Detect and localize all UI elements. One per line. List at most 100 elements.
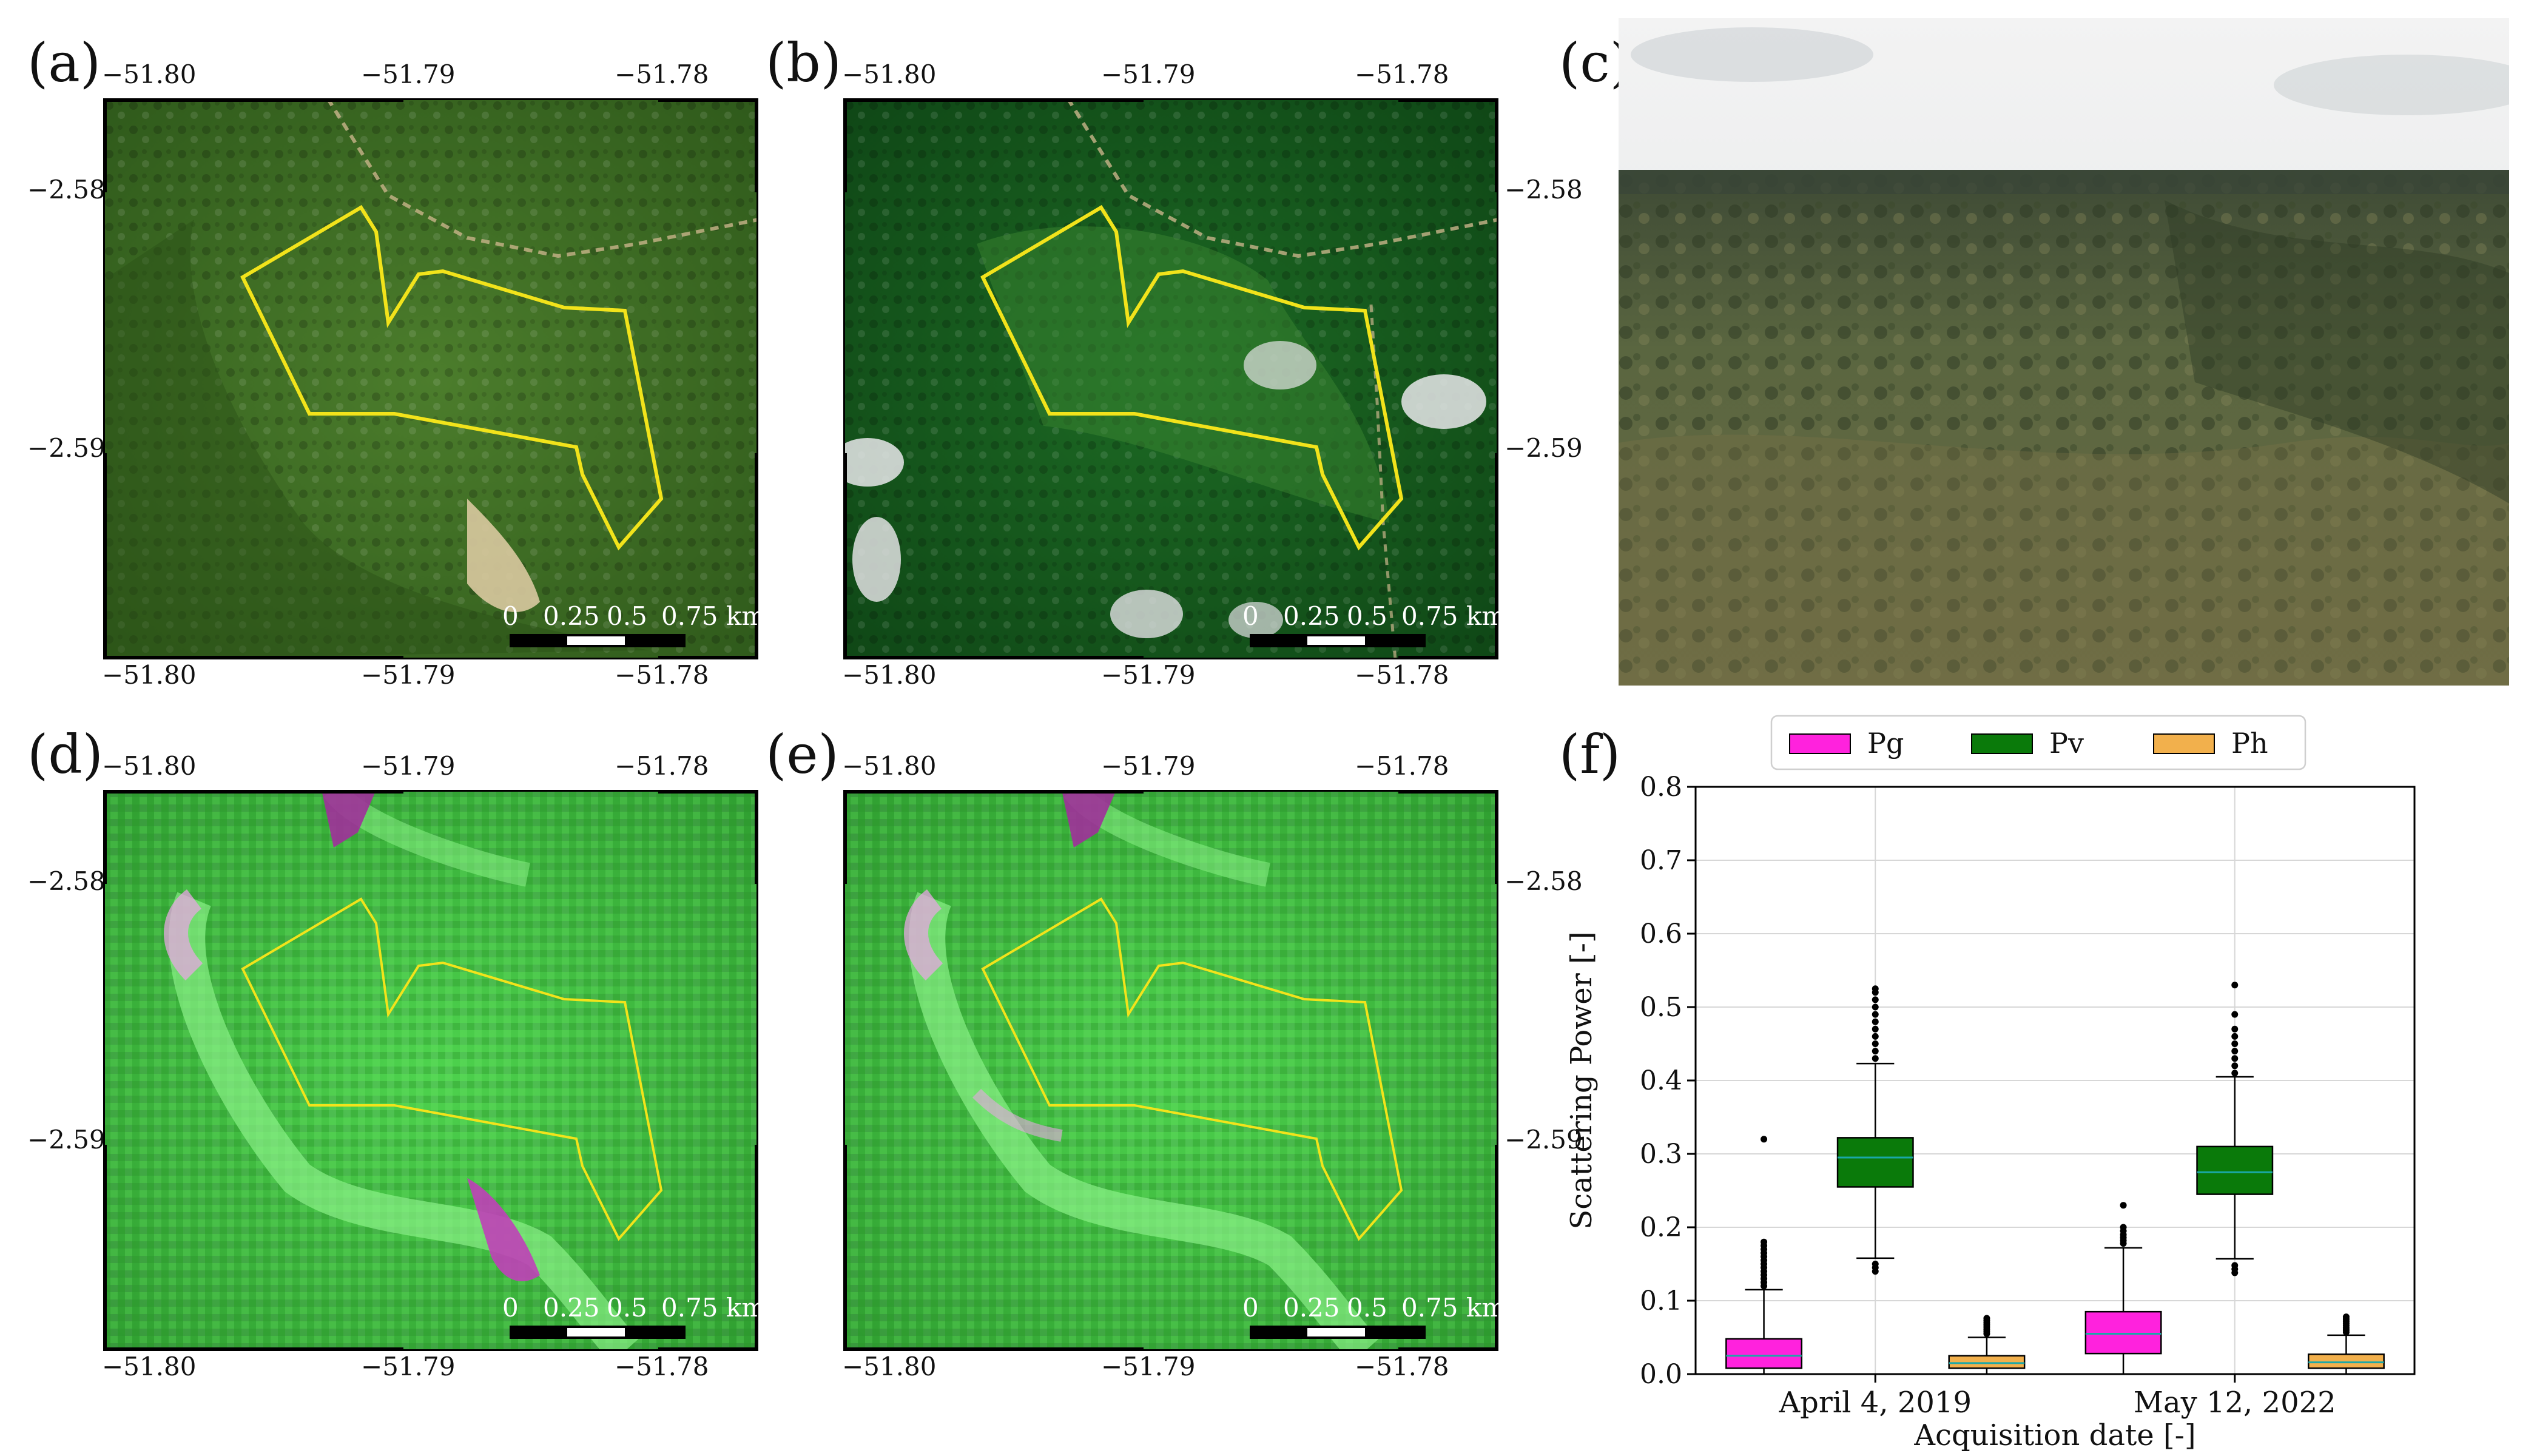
lat-tick-left: −2.58 [27, 175, 106, 204]
lon-tick-bottom: −51.80 [842, 1352, 937, 1381]
outlier-point [1872, 1011, 1879, 1018]
outlier-point [2231, 1055, 2239, 1062]
outlier-point [1872, 1033, 1879, 1040]
outlier-point [1872, 996, 1879, 1003]
scalebar-label: 0 [1242, 1293, 1259, 1323]
outlier-point [2231, 1048, 2239, 1055]
lon-tick-top: −51.79 [361, 751, 456, 781]
map-panel-b: −51.80 −51.79 −51.78 −51.80 −51.79 −51.7… [740, 0, 1583, 698]
legend-label-Pv: Pv [2049, 727, 2084, 760]
outlier-point [2231, 1062, 2239, 1070]
box-Pv [2196, 1145, 2274, 1195]
map-panel-d: −51.80 −51.79 −51.78 −51.80 −51.79 −51.7… [0, 692, 789, 1389]
scalebar-label: 0.75 km [661, 601, 766, 631]
sar-decomposition-2022 [843, 790, 1498, 1351]
lat-tick-right: −2.58 [1505, 866, 1583, 896]
panel-label-f: (f) [1559, 723, 1621, 786]
legend-swatch-Ph [2153, 733, 2215, 754]
lat-tick-left: −2.59 [27, 433, 106, 463]
box-Ph [1948, 1355, 2026, 1369]
box-Ph [2307, 1353, 2385, 1369]
lon-tick-top: −51.79 [1101, 59, 1196, 89]
y-tick-label: 0.8 [1640, 772, 1682, 803]
scalebar-label: 0.25 [543, 601, 600, 631]
lon-tick-top: −51.78 [615, 751, 709, 781]
y-tick-label: 0.7 [1640, 845, 1682, 876]
legend-label-Pg: Pg [1867, 727, 1904, 760]
lon-tick-top: −51.80 [102, 751, 197, 781]
scalebar-label: 0.75 km [1401, 601, 1506, 631]
scalebar-label: 0.25 [543, 1293, 600, 1323]
outlier-point [1761, 1238, 1768, 1245]
scale-bar [510, 1326, 686, 1339]
scalebar-label: 0.5 [607, 1293, 647, 1323]
lon-tick-bottom: −51.79 [1101, 1352, 1196, 1381]
outlier-point [2231, 982, 2239, 989]
lon-tick-bottom: −51.79 [361, 660, 456, 690]
box-Pg [2084, 1310, 2162, 1355]
field-photo [1619, 18, 2509, 686]
lon-tick-top: −51.78 [1355, 751, 1449, 781]
outlier-point [2231, 1033, 2239, 1040]
sentinel2-image-2022 [843, 98, 1498, 659]
legend-box [1770, 715, 2307, 770]
lon-tick-top: −51.79 [1101, 751, 1196, 781]
lon-tick-top: −51.80 [102, 59, 197, 89]
lat-tick-right: −2.59 [1505, 1125, 1583, 1154]
scalebar-label: 0.5 [607, 601, 647, 631]
map-panel-e: −51.80 −51.79 −51.78 −51.80 −51.79 −51.7… [740, 692, 1583, 1389]
legend-label-Ph: Ph [2231, 727, 2268, 760]
outlier-point [1872, 1261, 1879, 1267]
y-tick-label: 0.6 [1640, 918, 1682, 949]
y-tick-label: 0.0 [1640, 1359, 1682, 1390]
y-tick-label: 0.1 [1640, 1286, 1682, 1316]
lon-tick-bottom: −51.80 [842, 660, 937, 690]
legend-swatch-Pg [1789, 733, 1851, 754]
boxplot-chart: 0.0 0.1 0.2 0.3 0.4 0.5 0.6 0.7 0.8 April 4, 2019… [1565, 715, 2416, 1452]
outlier-point [2231, 1040, 2239, 1047]
scalebar-label: 0.25 [1283, 1293, 1340, 1323]
outlier-point [1872, 1025, 1879, 1033]
scalebar-label: 0 [502, 1293, 519, 1323]
outlier-point [2231, 1011, 2239, 1018]
outlier-point [1761, 1136, 1768, 1143]
lon-tick-top: −51.80 [842, 59, 937, 89]
x-tick-label: April 4, 2019 [1778, 1386, 1972, 1420]
outlier-point [1872, 1003, 1879, 1011]
outlier-point [1872, 1018, 1879, 1025]
lon-tick-bottom: −51.78 [615, 1352, 709, 1381]
y-axis-label: Scattering Power [-] [1565, 931, 1599, 1229]
outlier-point [1872, 1048, 1879, 1055]
lon-tick-top: −51.78 [1355, 59, 1449, 89]
y-tick-label: 0.5 [1640, 992, 1682, 1023]
x-axis-label: Acquisition date [-] [1913, 1418, 2195, 1452]
outlier-point [2342, 1313, 2350, 1321]
outlier-point [1983, 1315, 1990, 1322]
y-tick-label: 0.4 [1640, 1065, 1682, 1096]
lon-tick-bottom: −51.80 [102, 1352, 197, 1381]
lon-tick-bottom: −51.79 [361, 1352, 456, 1381]
x-tick-label: May 12, 2022 [2134, 1386, 2336, 1420]
panel-label-d: (d) [27, 723, 103, 786]
sar-decomposition-2019 [103, 790, 758, 1351]
lat-tick-right: −2.59 [1505, 433, 1583, 463]
scale-bar [1250, 634, 1426, 647]
outlier-point [2231, 1262, 2239, 1269]
panel-label-b: (b) [766, 32, 841, 94]
map-panel-a: −51.80 −51.79 −51.78 −51.80 −51.79 −51.7… [0, 0, 789, 698]
scalebar-label: 0 [1242, 601, 1259, 631]
outlier-point [1872, 1040, 1879, 1047]
outlier-point [1872, 985, 1879, 993]
lat-tick-left: −2.59 [27, 1125, 106, 1154]
lon-tick-bottom: −51.79 [1101, 660, 1196, 690]
panel-label-e: (e) [766, 723, 839, 786]
optical-image-2019 [103, 98, 758, 659]
box-Pv [1836, 1137, 1914, 1188]
lon-tick-top: −51.80 [842, 751, 937, 781]
lon-tick-bottom: −51.78 [1355, 1352, 1449, 1381]
scalebar-label: 0.75 km [661, 1293, 766, 1323]
y-tick-label: 0.3 [1640, 1139, 1682, 1170]
lon-tick-bottom: −51.78 [615, 660, 709, 690]
scalebar-label: 0.5 [1347, 601, 1387, 631]
lat-tick-right: −2.58 [1505, 175, 1583, 204]
